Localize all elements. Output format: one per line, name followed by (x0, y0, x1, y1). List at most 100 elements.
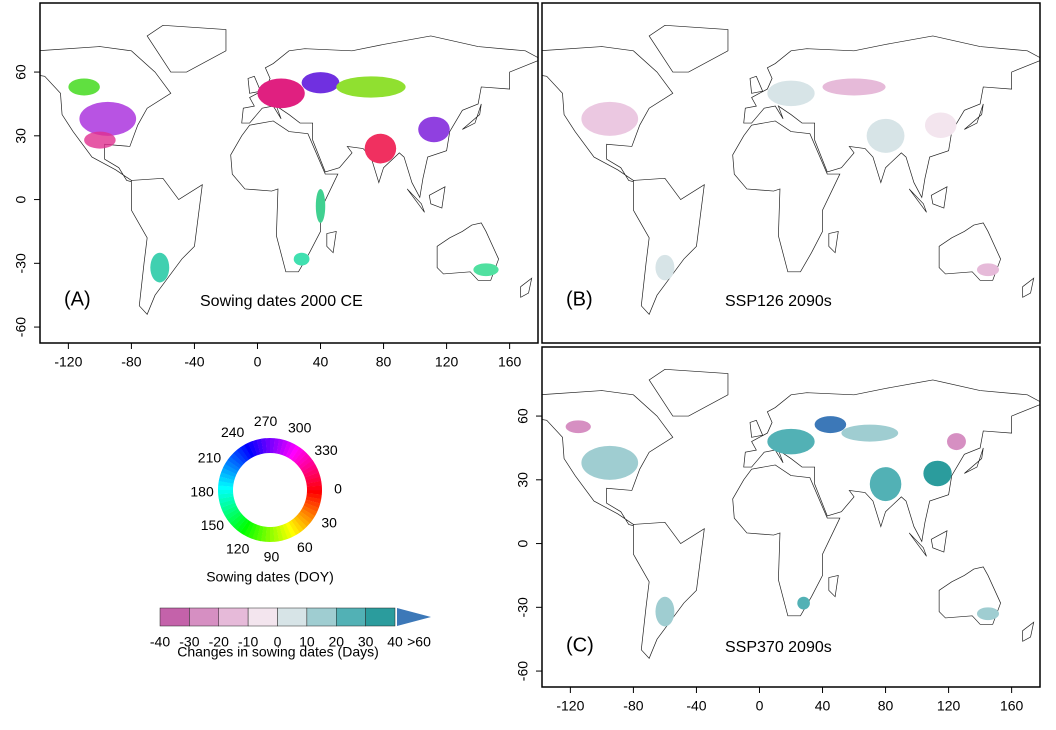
colorbar-tick-label: -30 (179, 634, 199, 650)
map-a (40, 24, 538, 316)
wheel-segment (269, 526, 275, 542)
panel-title: Sowing dates 2000 CE (200, 293, 363, 310)
x-tick-label: 40 (313, 354, 329, 370)
wheel-segment (302, 464, 318, 475)
panel-label: (C) (566, 634, 594, 656)
map-layer (40, 24, 538, 316)
wheel-segment (218, 493, 234, 500)
wheel-segment (276, 438, 284, 455)
wheel-segment (291, 518, 304, 533)
wheel-segment (221, 467, 237, 478)
wheel-segment (300, 460, 316, 472)
y-tick-label: 60 (515, 408, 531, 424)
wheel-segment (218, 476, 235, 484)
y-tick-label: -60 (515, 661, 531, 681)
change-colorbar: -40 -30 -20 -10 0 10 20 30 40 >60 (150, 607, 431, 650)
x-tick-label: -80 (121, 354, 141, 370)
panel-label: (A) (64, 288, 91, 310)
colorbar-tick-label: -20 (209, 634, 229, 650)
x-tick-label: 160 (498, 354, 522, 370)
wheel-segment (276, 525, 284, 542)
wheel-segment (279, 439, 288, 456)
wheel-segment (301, 505, 318, 517)
x-tick-label: -120 (54, 354, 82, 370)
wheel-segment (291, 447, 304, 462)
colorbar-tick-label: -10 (238, 634, 258, 650)
wheel-tick-label: 30 (321, 514, 337, 530)
colorbar-swatch (247, 607, 278, 627)
wheel-segment (306, 480, 322, 487)
colorbar-swatch (218, 607, 249, 627)
wheel-segment (293, 450, 307, 464)
x-tick-label: -80 (623, 698, 643, 714)
wheel-segment (300, 508, 316, 521)
y-tick-label: 0 (13, 195, 29, 203)
wheel-segment (273, 526, 280, 542)
wheel-segment (288, 444, 301, 460)
wheel-segment (260, 438, 267, 454)
x-tick-label: -40 (184, 354, 204, 370)
x-tick-label: 160 (1000, 698, 1024, 714)
colorbar-swatch (277, 607, 308, 627)
panel-title: SSP126 2090s (725, 293, 832, 310)
wheel-segment (265, 438, 271, 454)
colorbar-tick-label: 10 (299, 634, 315, 650)
wheel-segment (279, 524, 288, 541)
wheel-segment (240, 444, 252, 460)
wheel-tick-label: 270 (254, 413, 278, 429)
wheel-segment (305, 476, 322, 484)
wheel-segment (248, 441, 258, 457)
wheel-segment (222, 463, 239, 475)
wheel-segment (303, 468, 319, 478)
x-tick-label: 120 (435, 354, 459, 370)
panel-frame (39, 2, 539, 344)
map-layer (542, 24, 1040, 316)
wheel-segment (252, 439, 261, 456)
wheel-segment (219, 472, 236, 481)
y-tick-label: 30 (515, 472, 531, 488)
wheel-segment (233, 516, 247, 530)
wheel-segment (293, 516, 307, 530)
colorbar-swatch (159, 607, 190, 627)
wheel-segment (227, 511, 242, 524)
wheel-tick-label: 0 (334, 481, 342, 497)
wheel-segment (296, 453, 310, 467)
map-c (542, 368, 1040, 660)
y-tick-label: -60 (13, 317, 29, 337)
wheel-segment (304, 499, 321, 508)
wheel-tick-label: 90 (264, 549, 280, 565)
wheel-tick-label: 120 (226, 541, 250, 557)
map-b (542, 24, 1040, 316)
wheel-tick-label: 300 (288, 420, 312, 436)
colorbar-tick-label: -40 (150, 634, 170, 650)
wheel-segment (247, 523, 258, 539)
wheel-tick-label: 210 (198, 450, 222, 466)
colorbar-swatch (336, 607, 366, 627)
colorbar-swatch (306, 607, 337, 627)
y-tick-label: 0 (515, 539, 531, 547)
colorbar-tick-label: 0 (274, 634, 282, 650)
wheel-segment (256, 525, 264, 542)
x-tick-label: -40 (686, 698, 706, 714)
wheel-segment (227, 456, 242, 469)
wheel-segment (282, 441, 293, 457)
wheel-segment (222, 505, 238, 516)
wheel-segment (244, 442, 255, 458)
x-tick-label: 120 (937, 698, 961, 714)
map-layer (542, 368, 1040, 660)
wheel-segment (230, 513, 244, 527)
wheel-segment (219, 499, 236, 508)
wheel-tick-label: 240 (221, 424, 245, 440)
wheel-segment (218, 489, 234, 495)
wheel-segment (243, 521, 255, 538)
wheel-tick-label: 180 (190, 484, 214, 500)
wheel-segment (282, 523, 292, 539)
wheel-segment (304, 472, 321, 481)
wheel-segment (224, 508, 240, 520)
wheel-segment (303, 502, 319, 513)
y-tick-label: -30 (515, 597, 531, 617)
wheel-segment (306, 485, 322, 491)
colorbar-swatch (189, 607, 219, 627)
panel-frame (541, 2, 1041, 344)
wheel-tick-label: 150 (201, 517, 225, 533)
